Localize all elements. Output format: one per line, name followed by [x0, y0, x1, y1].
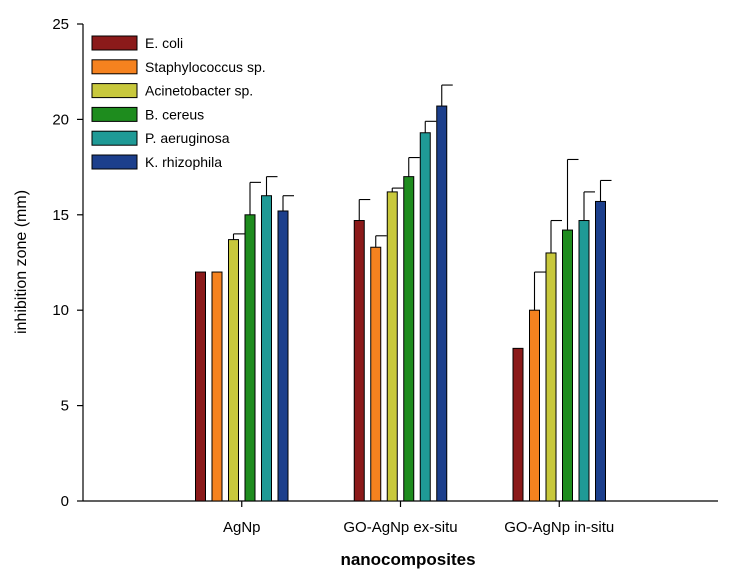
y-tick-label: 20 — [52, 111, 69, 128]
y-tick-label: 0 — [61, 493, 69, 510]
bar — [277, 210, 289, 502]
bar — [595, 200, 606, 502]
bar — [529, 309, 540, 502]
legend-label: Staphylococcus sp. — [145, 59, 266, 75]
bar — [195, 271, 206, 502]
bar — [244, 214, 256, 502]
legend: E. coli Staphylococcus sp. Acinetobacter s… — [91, 35, 266, 170]
bar — [353, 220, 365, 502]
y-tick-label: 15 — [52, 207, 69, 224]
legend-label: Acinetobacter sp. — [145, 83, 253, 99]
x-ticks: AgNp GO-AgNp ex-situ GO-AgNp in-situ — [223, 501, 614, 536]
bar — [228, 239, 239, 502]
y-ticks: 0 5 10 15 20 25 — [52, 16, 83, 510]
y-axis-label: inhibition zone (mm) — [13, 190, 30, 334]
bar — [512, 347, 524, 502]
legend-label: B. cereus — [145, 106, 204, 122]
bar — [403, 176, 415, 502]
legend-label: K. rhizophila — [145, 154, 222, 170]
bar — [419, 132, 431, 502]
x-tick-label: AgNp — [223, 519, 261, 536]
legend-swatch — [91, 83, 138, 99]
bar — [436, 105, 448, 502]
bar — [386, 191, 398, 502]
x-axis-label: nanocomposites — [340, 550, 475, 569]
legend-swatch — [91, 59, 138, 75]
bar — [370, 246, 382, 502]
bar — [261, 195, 272, 502]
legend-swatch — [91, 35, 138, 51]
y-tick-label: 5 — [61, 398, 69, 415]
legend-swatch — [91, 106, 138, 122]
y-tick-label: 25 — [52, 16, 69, 33]
legend-label: E. coli — [145, 35, 183, 51]
bar — [562, 229, 573, 502]
bars — [195, 105, 606, 502]
legend-label: P. aeruginosa — [145, 130, 230, 146]
y-tick-label: 10 — [52, 302, 69, 319]
legend-swatch — [91, 154, 138, 170]
x-tick-label: GO-AgNp ex-situ — [343, 519, 457, 536]
bar — [578, 220, 590, 502]
x-tick-label: GO-AgNp in-situ — [504, 519, 614, 536]
error-bars — [232, 84, 612, 311]
legend-swatch — [91, 130, 138, 146]
bar — [211, 271, 223, 502]
bar — [545, 252, 557, 502]
